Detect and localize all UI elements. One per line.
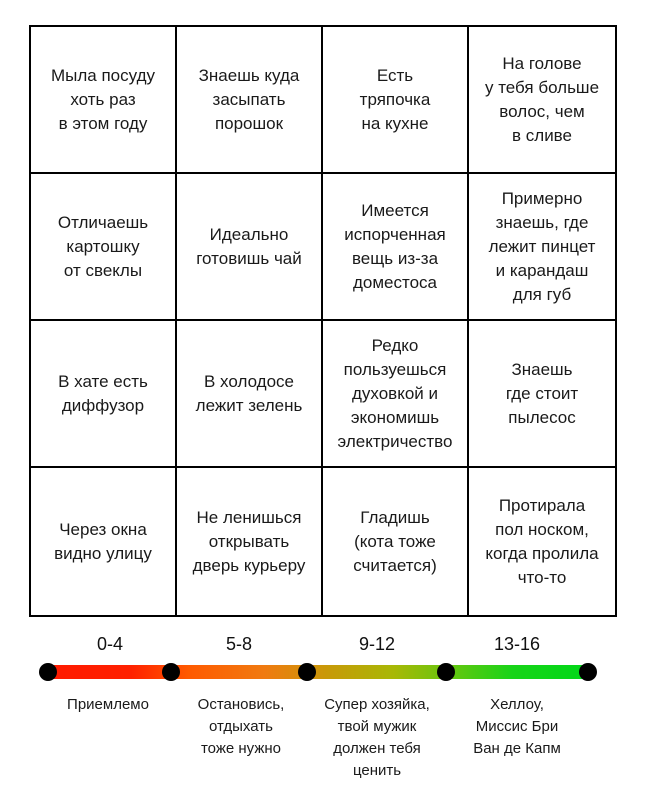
range-description: Хеллоу, Миссис Бри Ван де Капм: [473, 696, 561, 757]
bingo-cell[interactable]: Знаешь где стоит пылесос: [469, 321, 615, 468]
bingo-cell[interactable]: Не ленишься открывать дверь курьеру: [177, 468, 323, 615]
bingo-cell[interactable]: Через окна видно улицу: [31, 468, 177, 615]
range-label: 13-16: [493, 634, 541, 654]
scale-marker-dot: [437, 663, 455, 681]
range-description: Супер хозяйка, твой мужик должен тебя це…: [324, 696, 430, 779]
bingo-cell[interactable]: Протирала пол носком, когда пролила что-…: [485, 495, 599, 587]
range-description: Остановись, отдыхать тоже нужно: [197, 696, 285, 757]
bingo-cell[interactable]: В холодосе лежит зелень: [177, 321, 323, 468]
range-label: 0-4: [96, 634, 123, 654]
bingo-cell[interactable]: Есть тряпочка на кухне: [323, 27, 469, 174]
gradient-bar: [48, 665, 588, 679]
range-label: 9-12: [358, 634, 396, 654]
bingo-cell[interactable]: Примерно знаешь, где лежит пинцет и кара…: [469, 174, 615, 321]
scale-marker-dot: [39, 663, 57, 681]
bingo-cell[interactable]: Редко пользуешься духовкой и экономишь э…: [323, 321, 469, 468]
bingo-cell[interactable]: Знаешь куда засыпать порошок: [177, 27, 323, 174]
scale-marker-dot: [298, 663, 316, 681]
bingo-cell[interactable]: В хате есть диффузор: [31, 321, 177, 468]
bingo-cell[interactable]: Имеется испорченная вещь из-за доместоса: [323, 174, 469, 321]
scale-marker-dot: [579, 663, 597, 681]
bingo-cell[interactable]: На голове у тебя больше волос, чем в сли…: [469, 27, 615, 174]
bingo-cell[interactable]: Гладишь (кота тоже считается): [323, 468, 469, 615]
bingo-cell[interactable]: Идеально готовишь чай: [177, 174, 323, 321]
bingo-cell[interactable]: Отличаешь картошку от свеклы: [31, 174, 177, 321]
scale-marker-dot: [162, 663, 180, 681]
bingo-cell[interactable]: Мыла посуду хоть раз в этом году: [31, 27, 177, 174]
range-label: 5-8: [225, 634, 252, 654]
bingo-grid: Мыла посуду хоть раз в этом году Знаешь …: [29, 25, 617, 617]
range-description: Приемлемо: [67, 696, 149, 713]
